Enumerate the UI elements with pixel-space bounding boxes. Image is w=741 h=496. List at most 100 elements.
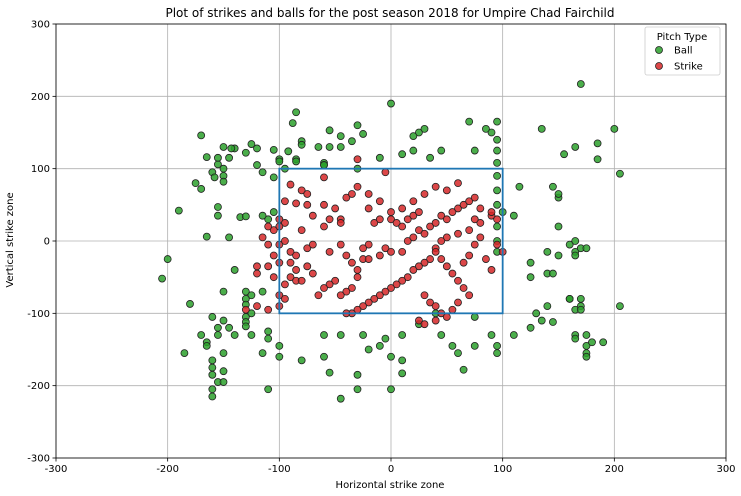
ball-point	[487, 331, 496, 339]
y-tick-label: -100	[27, 309, 50, 320]
ball-point	[571, 334, 580, 343]
strike-point	[258, 233, 267, 242]
ball-point	[214, 331, 222, 339]
strike-point	[470, 193, 479, 202]
strike-point	[314, 291, 323, 300]
ball-point	[336, 331, 345, 339]
strike-point	[454, 276, 462, 285]
ball-point	[554, 190, 563, 198]
ball-point	[387, 385, 395, 394]
ball-point	[582, 244, 591, 253]
ball-point	[264, 385, 273, 394]
ball-point	[571, 237, 580, 245]
ball-point	[241, 148, 250, 157]
strike-point	[431, 247, 440, 256]
strike-point	[320, 222, 328, 231]
strike-point	[487, 208, 496, 216]
strike-point	[454, 298, 462, 307]
strike-point	[448, 305, 457, 314]
strike-point	[381, 168, 390, 177]
strike-point	[336, 219, 345, 227]
strike-point	[286, 180, 295, 189]
ball-point	[482, 124, 490, 133]
ball-point	[515, 182, 524, 191]
ball-point	[437, 146, 446, 155]
strike-point	[431, 182, 440, 191]
strike-point	[281, 280, 289, 289]
ball-point	[549, 269, 557, 278]
ball-point	[526, 323, 535, 332]
ball-point	[292, 108, 300, 117]
ball-point	[258, 211, 267, 220]
y-tick-label: -200	[27, 381, 50, 392]
strike-point	[264, 240, 273, 249]
strike-point	[381, 244, 390, 253]
ball-point	[509, 331, 518, 339]
strike-point	[387, 208, 395, 216]
x-tick-label: -300	[45, 464, 68, 475]
ball-point	[320, 331, 328, 339]
ball-point	[202, 232, 211, 241]
ball-point	[576, 80, 585, 88]
ball-point	[493, 117, 501, 126]
strike-point	[370, 219, 379, 227]
ball-point	[554, 222, 563, 231]
strike-point	[442, 233, 451, 242]
strike-point	[442, 186, 451, 195]
ball-point	[364, 345, 373, 354]
x-tick-label: 300	[716, 464, 735, 475]
strike-point	[281, 219, 289, 227]
ball-point	[420, 124, 429, 133]
strike-point	[493, 215, 501, 224]
strike-point	[415, 316, 423, 325]
strike-point	[331, 204, 340, 213]
strike-point	[264, 305, 273, 314]
ball-point	[616, 169, 624, 178]
strike-point	[470, 215, 479, 224]
ball-point	[470, 341, 479, 350]
ball-point	[297, 356, 306, 365]
ball-point	[571, 143, 580, 151]
ball-point	[532, 309, 541, 318]
strike-point	[308, 240, 317, 249]
strike-point	[398, 222, 407, 231]
ball-point	[470, 313, 479, 321]
ball-point	[275, 352, 284, 361]
ball-point	[202, 341, 211, 350]
strike-point	[454, 179, 462, 188]
ball-point	[214, 323, 222, 332]
ball-point	[325, 143, 334, 151]
strike-zone-rect	[278, 167, 504, 315]
ball-point	[375, 341, 384, 350]
ball-point	[174, 206, 183, 215]
strike-point	[359, 244, 367, 253]
ball-point	[599, 338, 608, 347]
axis-ticks: -300 -200 -100 0 100 200 300 -300 -200 -100 0 100 20…	[27, 20, 735, 476]
ball-point	[214, 153, 222, 162]
ball-point	[320, 352, 328, 361]
strike-point	[292, 199, 300, 208]
ball-point	[582, 352, 591, 361]
ball-point	[208, 385, 217, 394]
ball-point	[297, 140, 306, 149]
ball-point	[314, 143, 323, 151]
ball-point	[576, 305, 585, 314]
strike-point	[470, 240, 479, 249]
strike-point	[465, 197, 474, 206]
strike-point	[353, 266, 362, 274]
strike-point	[459, 284, 468, 292]
ball-point	[493, 146, 501, 155]
ball-point	[398, 331, 407, 339]
strike-point	[403, 237, 412, 245]
strike-point	[325, 247, 334, 256]
strike-point	[493, 240, 501, 249]
ball-point	[247, 140, 256, 148]
x-tick-label: -100	[268, 464, 291, 475]
ball-point	[197, 185, 206, 193]
ball-point	[225, 233, 233, 242]
strike-point	[286, 247, 295, 256]
strike-point	[454, 204, 462, 213]
strike-point	[403, 273, 412, 282]
ball-point	[214, 211, 222, 220]
ball-point	[191, 179, 200, 188]
